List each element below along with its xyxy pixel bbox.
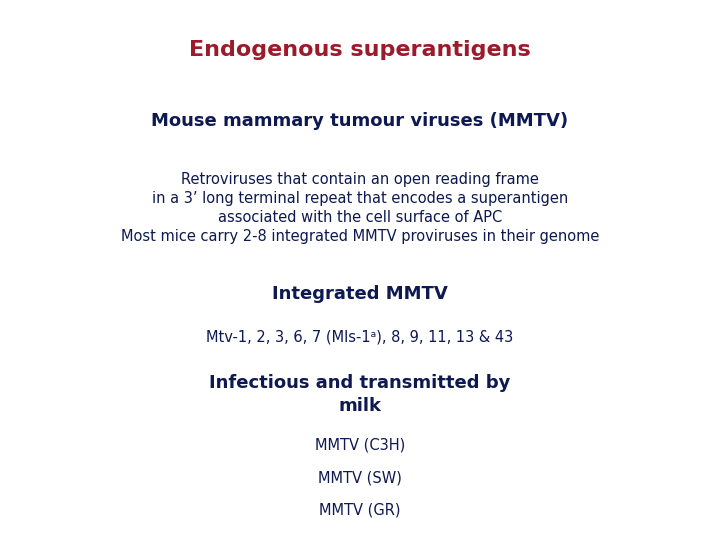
Text: Retroviruses that contain an open reading frame
in a 3’ long terminal repeat tha: Retroviruses that contain an open readin…	[121, 172, 599, 244]
Text: Infectious and transmitted by
milk: Infectious and transmitted by milk	[210, 374, 510, 415]
Text: Mouse mammary tumour viruses (MMTV): Mouse mammary tumour viruses (MMTV)	[151, 112, 569, 131]
Text: Mtv-1, 2, 3, 6, 7 (Mls-1ᵃ), 8, 9, 11, 13 & 43: Mtv-1, 2, 3, 6, 7 (Mls-1ᵃ), 8, 9, 11, 13…	[207, 330, 513, 345]
Text: MMTV (GR): MMTV (GR)	[319, 503, 401, 518]
Text: MMTV (C3H): MMTV (C3H)	[315, 438, 405, 453]
Text: Integrated MMTV: Integrated MMTV	[272, 285, 448, 303]
Text: Endogenous superantigens: Endogenous superantigens	[189, 40, 531, 60]
Text: MMTV (SW): MMTV (SW)	[318, 470, 402, 485]
